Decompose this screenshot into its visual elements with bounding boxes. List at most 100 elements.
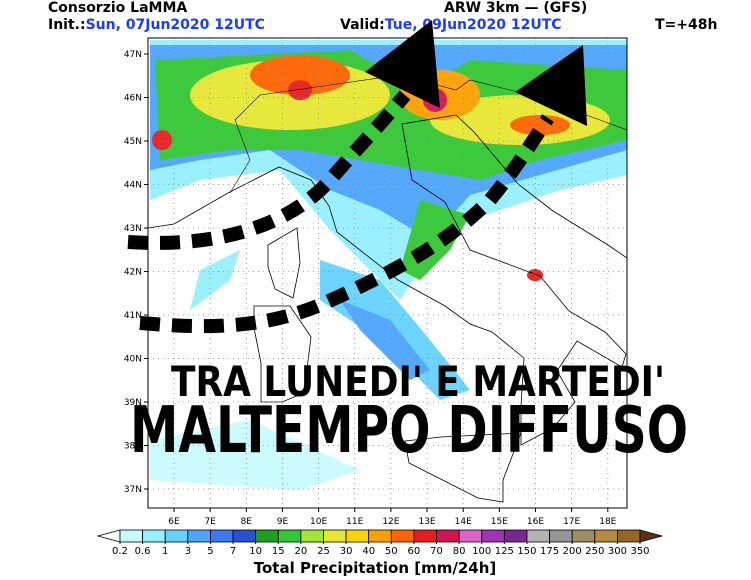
colorbar-tick-label: 350 [630,546,649,557]
precip-area [250,55,350,95]
init-value: Sun, 07Jun2020 12UTC [86,17,265,33]
lon-tick-label: 12E [382,517,399,527]
lat-tick-label: 38N [124,442,142,452]
colorbar-tick-label: 200 [563,546,582,557]
colorbar: 0.2 0.6 1 3 5 7 10 15 20 25 30 40 50 60 70 80 100 125 150 1… [96,529,664,557]
colorbar-tick-label: 1 [162,546,168,557]
lon-tick-label: 16E [527,517,544,527]
colorbar-segment [549,529,573,543]
colorbar-tick-label: 250 [585,546,604,557]
colorbar-tick-label: 150 [517,546,536,557]
lon-tick-label: 18E [599,517,616,527]
colorbar-segment [277,529,302,543]
arrow-path [127,90,411,250]
precip-area [190,250,240,310]
colorbar-segment [503,529,528,543]
lon-tick-label: 14E [455,517,472,527]
colorbar-segment [345,529,370,543]
colorbar-segment [187,529,211,543]
map-grid: 47N 46N 45N 44N 43N 42N 41N 40N 39N 38N 37N 6E 7E 8E 9… [124,38,627,527]
coastline-sicily [404,432,522,503]
colorbar-segment [390,529,415,543]
colorbar-segment [458,529,483,543]
valid-value: Tue, 09Jun2020 12UTC [385,17,562,33]
precip-area [340,300,430,380]
map-frame [147,37,628,509]
precip-area [510,115,570,135]
lon-tick-label: 11E [346,517,363,527]
colorbar-tick-label: 60 [408,546,421,557]
colorbar-segment [436,529,460,543]
colorbar-segment [232,529,257,543]
coastline-italy [148,114,627,446]
init-label: Init.: [48,17,86,33]
colorbar-segment [300,529,324,543]
precip-area [527,269,543,281]
colorbar-tick-label: 25 [317,546,330,557]
lat-tick-label: 42N [124,268,142,278]
colorbar-tick-label: 0.6 [135,546,151,557]
colorbar-over [639,529,664,543]
colorbar-segment [413,529,437,543]
lon-tick-label: 9E [277,517,289,527]
colorbar-tick-label: 40 [362,546,375,557]
precip-area [152,130,172,150]
lat-tick-label: 39N [124,398,142,408]
lon-tick-label: 15E [491,517,508,527]
colorbar-segment [526,529,550,543]
colorbar-segment [255,529,279,543]
lon-tick-label: 7E [204,517,216,527]
lead-time: T=+48h [655,17,717,33]
colorbar-tick-label: 0.2 [112,546,128,557]
colorbar-segment [481,529,505,543]
colorbar-title: Total Precipitation [mm/24h] [254,559,497,577]
colorbar-tick-label: 7 [230,546,236,557]
arrow-head [515,45,587,126]
arrow-path [139,114,554,334]
lat-tick-label: 41N [124,311,142,321]
lat-tick-label: 44N [124,181,142,191]
valid-label: Valid: [340,17,385,33]
colorbar-segment [323,529,347,543]
colorbar-tick-label: 5 [207,546,213,557]
lon-tick-label: 10E [310,517,327,527]
lon-tick-label: 8E [241,517,253,527]
init-time: Init.:Sun, 07Jun2020 12UTC [48,17,265,33]
model-name: ARW 3km — (GFS) [444,0,587,16]
coastline-sardinia [253,305,312,403]
lon-tick-label: 13E [418,517,435,527]
overlay-line1: TRA LUNEDI' E MARTEDI' [171,357,665,406]
colorbar-tick-label: 15 [272,546,285,557]
colorbar-tick-label: 100 [472,546,491,557]
org-title: Consorzio LaMMA [48,0,187,16]
valid-time: Valid:Tue, 09Jun2020 12UTC [340,17,562,33]
colorbar-segment [616,529,641,543]
colorbar-tick-label: 10 [249,546,262,557]
colorbar-segment [594,529,618,543]
colorbar-tick-label: 300 [608,546,627,557]
lat-tick-label: 47N [124,50,142,60]
lon-tick-label: 6E [168,517,180,527]
colorbar-segment [210,529,234,543]
colorbar-segment [119,529,144,543]
trajectory-arrows [127,90,554,334]
precip-area [150,420,360,490]
coastline-corsica [267,227,301,299]
colorbar-tick-label: 3 [185,546,191,557]
colorbar-segment [571,529,596,543]
lat-tick-label: 40N [124,355,142,365]
colorbar-segment [368,529,392,543]
colorbar-tick-label: 125 [495,546,514,557]
lon-tick-label: 17E [563,517,580,527]
colorbar-tick-label: 30 [340,546,353,557]
colorbar-tick-label: 175 [540,546,559,557]
colorbar-segment [164,529,189,543]
colorbar-tick-label: 50 [385,546,398,557]
lat-tick-label: 46N [124,94,142,104]
overlay-line2: MALTEMPO DIFFUSO [130,394,688,468]
colorbar-tick-label: 70 [430,546,443,557]
lat-tick-label: 43N [124,224,142,234]
lat-tick-label: 37N [124,485,142,495]
arrow-head [365,20,440,108]
